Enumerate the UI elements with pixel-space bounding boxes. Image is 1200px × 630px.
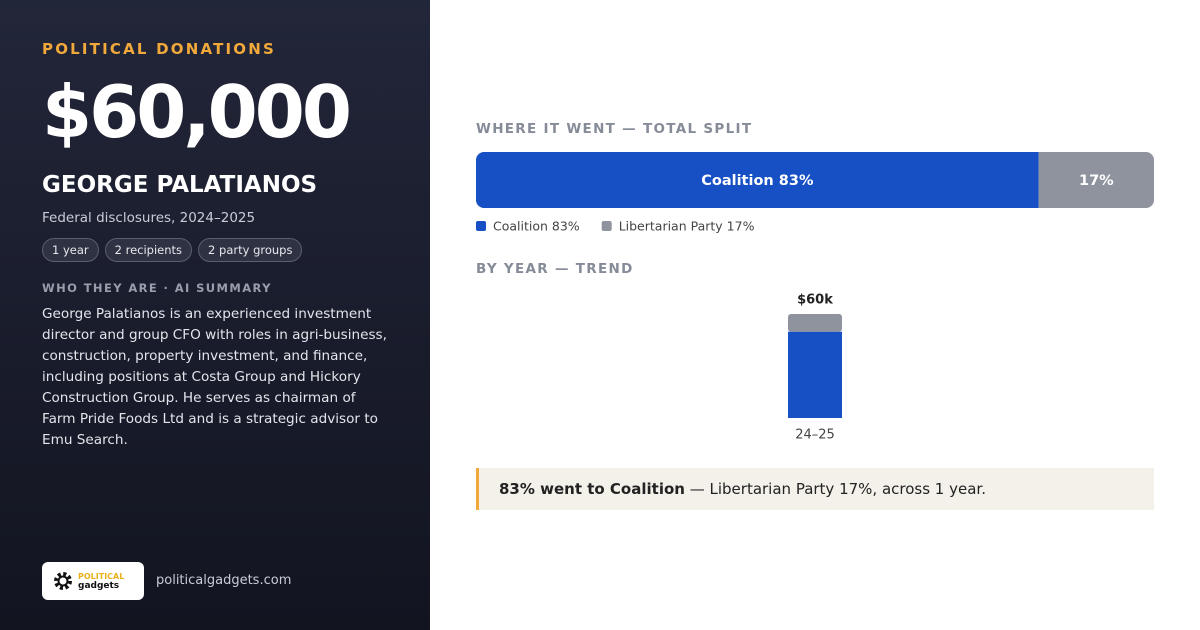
bar-segment (788, 331, 842, 418)
bar-segment (1038, 152, 1154, 208)
summary-heading: WHO THEY ARE · AI SUMMARY (42, 281, 272, 295)
chart-title: WHERE IT WENT — TOTAL SPLIT (476, 121, 752, 137)
legend-swatch (601, 221, 612, 231)
x-tick-label: 24–25 (795, 428, 835, 443)
chip: 1 year (42, 238, 99, 262)
summary: George Palatianos is an experienced inve… (42, 306, 387, 448)
chips: 1 year 2 recipients 2 party groups (42, 238, 303, 262)
legend-label: Libertarian Party 17% (619, 219, 755, 234)
total-label: $60k (797, 293, 833, 308)
left-panel: POLITICAL DONATIONS $60,000 GEORGE PALAT… (0, 0, 430, 630)
logo-icon (54, 572, 72, 590)
callout-text: — Libertarian Party 17%, across 1 year. (689, 480, 986, 498)
logo-text: gadgets (78, 580, 120, 591)
chip: 2 party groups (198, 238, 303, 262)
bar-segment (476, 152, 1039, 208)
callout: 83% went to Coalition — Libertarian Part… (476, 468, 1154, 510)
person-name: GEORGE PALATIANOS (42, 172, 318, 198)
bar-label: 17% (1079, 173, 1114, 189)
url[interactable]: politicalgadgets.com (156, 573, 292, 588)
bar-segment (788, 314, 842, 332)
callout-bold: 83% went to Coalition (499, 480, 685, 498)
chart-title: BY YEAR — TREND (476, 261, 634, 277)
subtitle: Federal disclosures, 2024–2025 (42, 210, 256, 226)
bar-label: Coalition 83% (701, 173, 814, 189)
logo[interactable]: POLITICAL gadgets (42, 562, 144, 600)
amount: $60,000 (42, 70, 352, 154)
legend-swatch (476, 221, 486, 231)
charts: WHERE IT WENT — TOTAL SPLIT BY YEAR — TR… (476, 121, 1154, 443)
eyebrow: POLITICAL DONATIONS (42, 40, 277, 58)
logo-text: POLITICAL (78, 571, 125, 581)
chip: 2 recipients (104, 238, 193, 262)
legend-label: Coalition 83% (493, 219, 580, 234)
split-bar (476, 152, 1154, 208)
